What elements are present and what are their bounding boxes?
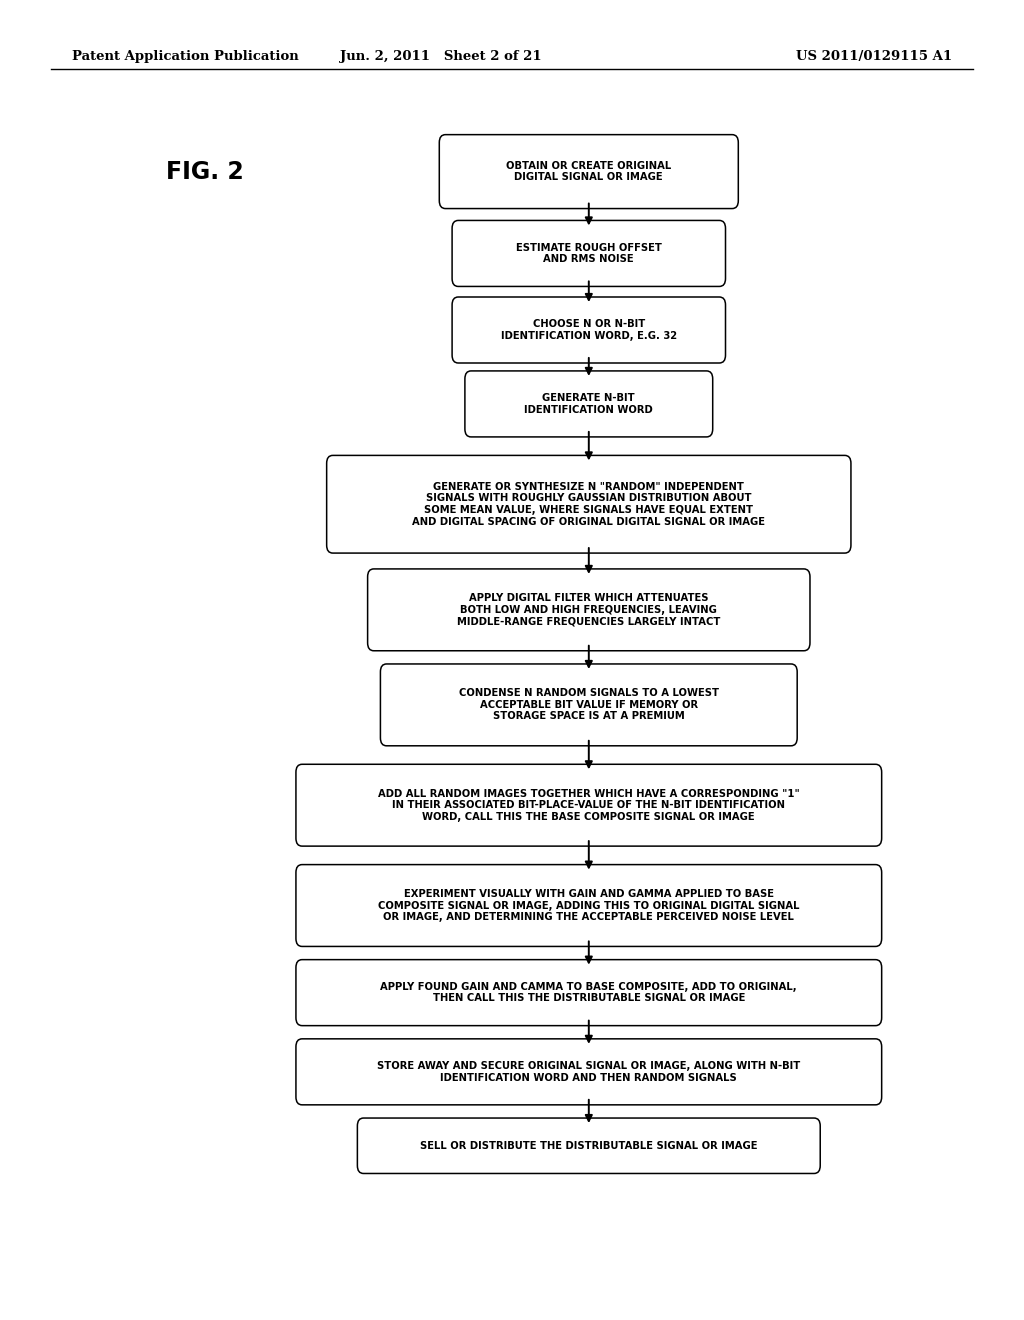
Text: CHOOSE N OR N-BIT
IDENTIFICATION WORD, E.G. 32: CHOOSE N OR N-BIT IDENTIFICATION WORD, E…	[501, 319, 677, 341]
FancyBboxPatch shape	[327, 455, 851, 553]
Text: OBTAIN OR CREATE ORIGINAL
DIGITAL SIGNAL OR IMAGE: OBTAIN OR CREATE ORIGINAL DIGITAL SIGNAL…	[506, 161, 672, 182]
Text: CONDENSE N RANDOM SIGNALS TO A LOWEST
ACCEPTABLE BIT VALUE IF MEMORY OR
STORAGE : CONDENSE N RANDOM SIGNALS TO A LOWEST AC…	[459, 688, 719, 722]
FancyBboxPatch shape	[296, 865, 882, 946]
Text: US 2011/0129115 A1: US 2011/0129115 A1	[797, 50, 952, 63]
Text: ADD ALL RANDOM IMAGES TOGETHER WHICH HAVE A CORRESPONDING "1"
IN THEIR ASSOCIATE: ADD ALL RANDOM IMAGES TOGETHER WHICH HAV…	[378, 788, 800, 822]
FancyBboxPatch shape	[357, 1118, 820, 1173]
Text: SELL OR DISTRIBUTE THE DISTRIBUTABLE SIGNAL OR IMAGE: SELL OR DISTRIBUTE THE DISTRIBUTABLE SIG…	[420, 1140, 758, 1151]
Text: STORE AWAY AND SECURE ORIGINAL SIGNAL OR IMAGE, ALONG WITH N-BIT
IDENTIFICATION : STORE AWAY AND SECURE ORIGINAL SIGNAL OR…	[377, 1061, 801, 1082]
FancyBboxPatch shape	[380, 664, 797, 746]
Text: GENERATE OR SYNTHESIZE N "RANDOM" INDEPENDENT
SIGNALS WITH ROUGHLY GAUSSIAN DIST: GENERATE OR SYNTHESIZE N "RANDOM" INDEPE…	[413, 482, 765, 527]
FancyBboxPatch shape	[465, 371, 713, 437]
FancyBboxPatch shape	[296, 764, 882, 846]
FancyBboxPatch shape	[439, 135, 738, 209]
Text: ESTIMATE ROUGH OFFSET
AND RMS NOISE: ESTIMATE ROUGH OFFSET AND RMS NOISE	[516, 243, 662, 264]
Text: APPLY DIGITAL FILTER WHICH ATTENUATES
BOTH LOW AND HIGH FREQUENCIES, LEAVING
MID: APPLY DIGITAL FILTER WHICH ATTENUATES BO…	[457, 593, 721, 627]
FancyBboxPatch shape	[296, 960, 882, 1026]
Text: Jun. 2, 2011   Sheet 2 of 21: Jun. 2, 2011 Sheet 2 of 21	[340, 50, 541, 63]
Text: GENERATE N-BIT
IDENTIFICATION WORD: GENERATE N-BIT IDENTIFICATION WORD	[524, 393, 653, 414]
Text: Patent Application Publication: Patent Application Publication	[72, 50, 298, 63]
Text: APPLY FOUND GAIN AND CAMMA TO BASE COMPOSITE, ADD TO ORIGINAL,
THEN CALL THIS TH: APPLY FOUND GAIN AND CAMMA TO BASE COMPO…	[381, 982, 797, 1003]
Text: FIG. 2: FIG. 2	[166, 160, 244, 183]
FancyBboxPatch shape	[452, 220, 725, 286]
FancyBboxPatch shape	[296, 1039, 882, 1105]
FancyBboxPatch shape	[452, 297, 725, 363]
FancyBboxPatch shape	[368, 569, 810, 651]
Text: EXPERIMENT VISUALLY WITH GAIN AND GAMMA APPLIED TO BASE
COMPOSITE SIGNAL OR IMAG: EXPERIMENT VISUALLY WITH GAIN AND GAMMA …	[378, 888, 800, 923]
